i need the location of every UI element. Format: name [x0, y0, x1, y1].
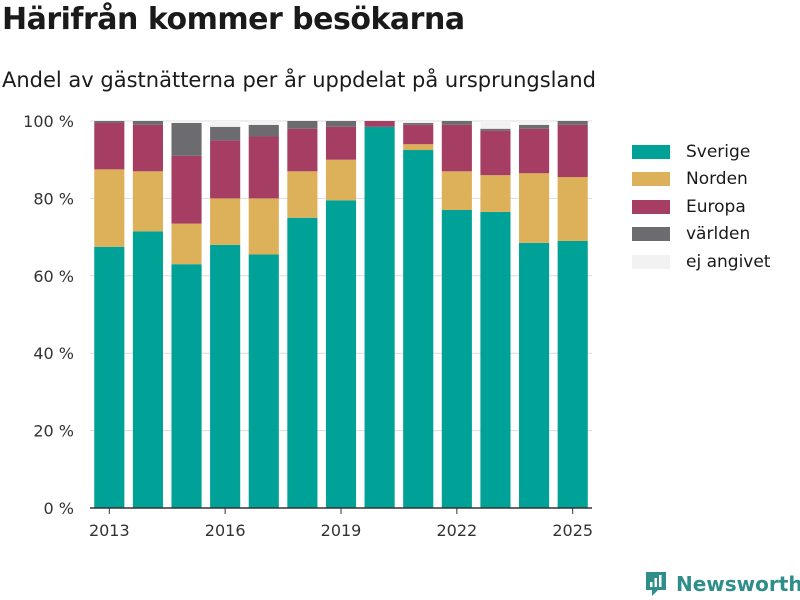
bar-segment-norden-2023 [480, 175, 511, 212]
bar-segment-varlden-2015 [171, 122, 202, 156]
legend-label-ej-angivet: ej angivet [686, 251, 771, 272]
bar-segment-norden-2014 [132, 171, 163, 232]
brand-name: Newsworthy [676, 572, 800, 596]
legend-swatch-norden [632, 172, 670, 187]
bar-segment-sverige-2017 [248, 254, 279, 508]
bar-segment-varlden-2023 [480, 128, 511, 131]
bar-segment-sverige-2024 [519, 242, 550, 508]
bar-segment-sverige-2021 [403, 150, 434, 508]
bar-segment-europa-2018 [287, 128, 318, 172]
bar-segment-europa-2016 [210, 140, 241, 199]
y-tick-label: 100 % [23, 112, 74, 131]
bar-segment-sverige-2022 [441, 210, 472, 508]
legend-label-varlden: världen [686, 224, 751, 245]
legend: Sverige Norden Europa världen ej angivet [632, 138, 770, 276]
x-tick-label: 2019 [321, 521, 362, 540]
bar-segment-europa-2014 [132, 124, 163, 172]
bar-segment-sverige-2025 [557, 240, 588, 508]
y-tick-label: 60 % [33, 267, 74, 286]
legend-item-ej-angivet[interactable]: ej angivet [632, 248, 770, 276]
bar-segment-norden-2017 [248, 198, 279, 255]
legend-item-varlden[interactable]: världen [632, 221, 770, 249]
legend-item-sverige[interactable]: Sverige [632, 138, 770, 166]
bar-segment-europa-2025 [557, 124, 588, 178]
y-tick-label: 0 % [44, 499, 74, 518]
bar-segment-sverige-2015 [171, 264, 202, 508]
bar-segment-europa-2020 [364, 121, 395, 127]
bar-segment-varlden-2024 [519, 124, 550, 129]
bar-segment-varlden-2014 [132, 121, 163, 125]
x-tick-label: 2025 [552, 521, 593, 540]
bar-segment-varlden-2025 [557, 121, 588, 125]
bar-segment-europa-2019 [325, 126, 357, 160]
bar-segment-varlden-2018 [287, 121, 318, 129]
bar-segment-norden-2018 [287, 171, 318, 218]
brand[interactable]: Newsworthy [644, 570, 800, 598]
bar-segment-norden-2024 [519, 173, 550, 243]
y-tick-label: 20 % [33, 422, 74, 441]
bar-segment-europa-2015 [171, 155, 202, 224]
legend-swatch-europa [632, 199, 670, 214]
bar-segment-varlden-2021 [403, 122, 434, 125]
bar-segment-ej-angivet-2023 [480, 121, 511, 129]
bar-segment-europa-2024 [519, 128, 550, 174]
bar-segment-norden-2016 [210, 198, 241, 245]
bar-segment-norden-2019 [325, 159, 357, 201]
bar-segment-norden-2015 [171, 223, 202, 265]
bar-segment-norden-2021 [403, 144, 434, 151]
bar-segment-varlden-2017 [248, 124, 279, 137]
bar-segment-europa-2017 [248, 136, 279, 199]
bar-segment-norden-2013 [94, 169, 125, 247]
newsworthy-logo-icon [646, 572, 666, 596]
y-tick-label: 80 % [33, 189, 74, 208]
bar-segment-sverige-2019 [325, 200, 357, 508]
chart-subtitle: Andel av gästnätterna per år uppdelat på… [2, 68, 596, 92]
bar-segment-sverige-2018 [287, 217, 318, 508]
bar-segment-ej-angivet-2024 [519, 121, 550, 125]
bar-segment-sverige-2013 [94, 246, 125, 508]
chart-title: Härifrån kommer besökarna [2, 2, 465, 37]
bar-segment-ej-angivet-2016 [210, 121, 241, 127]
bar-segment-norden-2022 [441, 171, 472, 211]
bar-segment-varlden-2019 [325, 121, 357, 127]
legend-swatch-varlden [632, 227, 670, 242]
legend-item-norden[interactable]: Norden [632, 166, 770, 194]
bar-segment-europa-2022 [441, 124, 472, 172]
legend-label-sverige: Sverige [686, 141, 751, 162]
x-tick-label: 2016 [205, 521, 246, 540]
y-tick-label: 40 % [33, 344, 74, 363]
x-tick-label: 2022 [436, 521, 477, 540]
bar-segment-ej-angivet-2021 [403, 121, 434, 123]
legend-label-europa: Europa [686, 196, 746, 217]
legend-label-norden: Norden [686, 169, 748, 190]
bar-segment-sverige-2020 [364, 126, 395, 509]
x-tick-label: 2013 [89, 521, 130, 540]
legend-swatch-ej-angivet [632, 254, 670, 269]
bar-segment-norden-2025 [557, 177, 588, 241]
bar-segment-ej-angivet-2015 [171, 121, 202, 123]
legend-swatch-sverige [632, 144, 670, 159]
bar-segment-sverige-2016 [210, 244, 241, 508]
bar-segment-varlden-2013 [94, 121, 125, 123]
bar-segment-europa-2023 [480, 130, 511, 176]
bar-segment-europa-2013 [94, 122, 125, 170]
bar-segment-sverige-2014 [132, 231, 163, 509]
bar-segment-varlden-2022 [441, 121, 472, 125]
bar-segment-europa-2021 [403, 124, 434, 145]
bar-segment-ej-angivet-2017 [248, 121, 279, 125]
bar-segment-sverige-2023 [480, 211, 511, 508]
legend-item-europa[interactable]: Europa [632, 193, 770, 221]
bar-segment-varlden-2016 [210, 126, 241, 141]
